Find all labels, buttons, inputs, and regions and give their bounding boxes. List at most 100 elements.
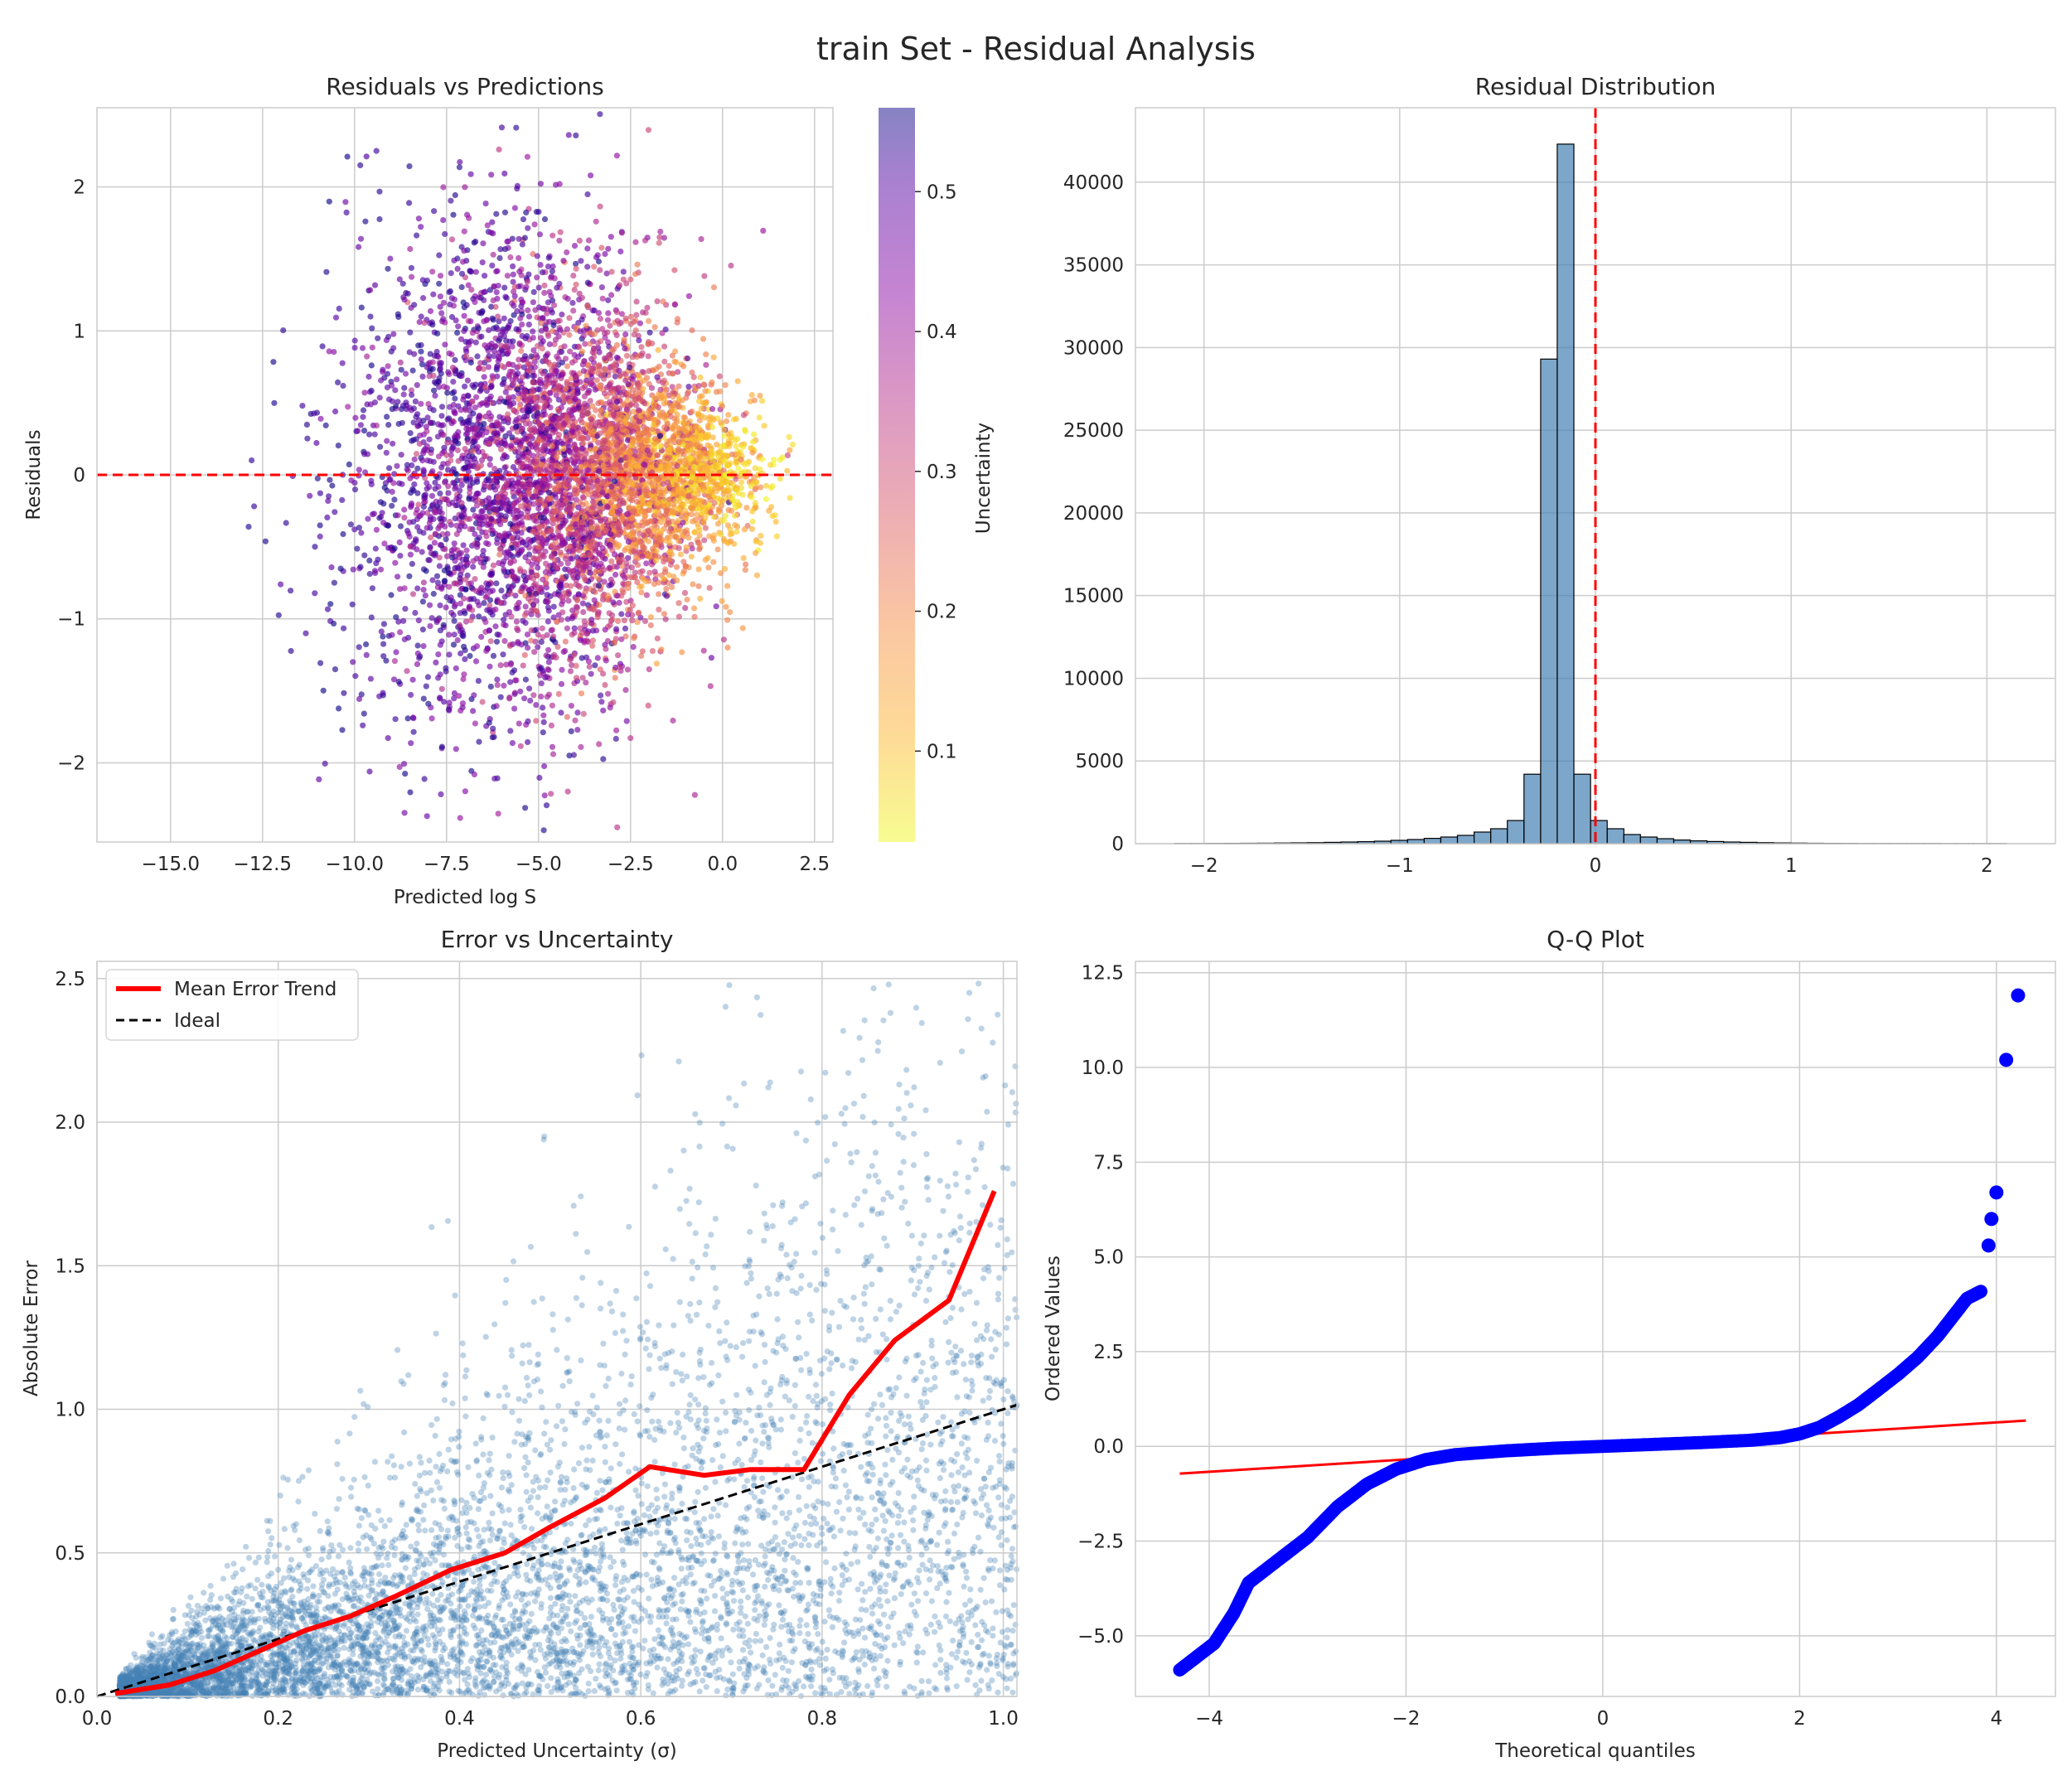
residual-point <box>474 443 482 450</box>
residual-point <box>586 423 593 429</box>
residual-point <box>494 676 501 683</box>
residual-point <box>409 367 416 374</box>
residual-point <box>385 735 391 742</box>
residual-point <box>703 351 709 358</box>
residual-point <box>496 414 503 420</box>
residual-point <box>626 504 632 511</box>
residual-point <box>467 359 474 366</box>
residual-point <box>401 636 408 643</box>
residual-point <box>695 412 702 419</box>
residual-point <box>317 522 323 529</box>
residual-point <box>339 727 346 733</box>
residual-point <box>487 683 494 690</box>
residual-point <box>582 400 588 407</box>
residual-point <box>516 720 522 727</box>
residual-point <box>498 588 505 594</box>
residual-point <box>581 618 588 625</box>
residual-point <box>627 321 634 327</box>
residual-point <box>644 304 651 311</box>
residual-point <box>390 676 398 683</box>
residual-point <box>553 367 560 374</box>
residual-point <box>521 612 528 619</box>
residual-point <box>399 280 406 287</box>
residual-point <box>743 505 750 511</box>
residual-point <box>332 666 339 673</box>
residual-point <box>743 561 749 568</box>
residual-point <box>473 643 481 650</box>
residual-point <box>497 446 505 452</box>
residual-point <box>697 443 704 449</box>
residual-point <box>445 467 452 473</box>
residual-point <box>557 229 564 235</box>
residual-point <box>501 494 508 501</box>
residual-point <box>486 352 492 360</box>
residual-point <box>559 393 567 400</box>
residual-point <box>288 647 294 655</box>
residual-point <box>421 776 428 782</box>
residual-point <box>723 418 730 424</box>
residual-point <box>580 710 587 718</box>
residual-point <box>482 273 488 279</box>
residual-point <box>602 627 608 633</box>
residual-point <box>331 579 337 586</box>
residual-point <box>713 603 719 610</box>
residual-point <box>609 448 616 454</box>
residual-point <box>584 264 591 270</box>
residual-point <box>402 771 409 777</box>
residual-point <box>314 475 321 482</box>
residual-point <box>434 433 442 440</box>
residual-point <box>663 586 670 593</box>
residual-point <box>362 218 369 225</box>
residual-point <box>420 530 427 536</box>
residual-point <box>675 600 682 607</box>
residual-point <box>530 299 537 306</box>
residual-point <box>525 313 533 320</box>
residual-point <box>666 496 673 503</box>
residual-point <box>323 269 330 275</box>
residual-point <box>440 299 448 306</box>
residual-point <box>602 515 608 522</box>
residual-point <box>556 181 563 187</box>
residual-point <box>411 481 418 488</box>
residual-point <box>494 632 501 638</box>
residual-point <box>501 284 508 291</box>
residual-point <box>379 510 385 516</box>
residual-point <box>396 539 403 546</box>
residual-point <box>446 632 453 638</box>
residual-point <box>271 399 278 406</box>
residual-point <box>680 520 686 526</box>
residual-point <box>587 398 593 404</box>
residual-point <box>536 774 543 782</box>
residual-point <box>369 344 375 351</box>
residual-point <box>489 734 496 741</box>
residual-point <box>303 630 309 636</box>
residual-point <box>392 387 399 394</box>
residual-point <box>350 659 356 665</box>
residual-point <box>518 347 525 355</box>
residual-point <box>709 379 715 385</box>
residual-point <box>412 398 419 404</box>
residual-point <box>278 581 284 588</box>
residual-point <box>389 488 395 496</box>
residual-point <box>623 718 630 724</box>
residual-point <box>389 502 395 509</box>
residual-point <box>511 516 518 523</box>
residual-point <box>394 462 400 469</box>
residual-point <box>470 596 477 602</box>
residual-point <box>360 722 366 728</box>
residual-point <box>506 507 512 515</box>
residual-point <box>709 434 716 441</box>
residual-point <box>427 544 433 551</box>
residual-point <box>529 388 536 394</box>
residual-point <box>457 158 463 166</box>
residual-point <box>342 199 349 206</box>
residual-point <box>666 362 672 370</box>
residual-point <box>522 554 529 561</box>
residual-point <box>517 743 524 749</box>
residual-point <box>714 520 722 527</box>
residual-point <box>361 710 367 717</box>
residual-point <box>771 457 777 463</box>
residual-point <box>600 756 607 762</box>
residual-point <box>433 503 440 510</box>
residual-point <box>262 538 269 544</box>
